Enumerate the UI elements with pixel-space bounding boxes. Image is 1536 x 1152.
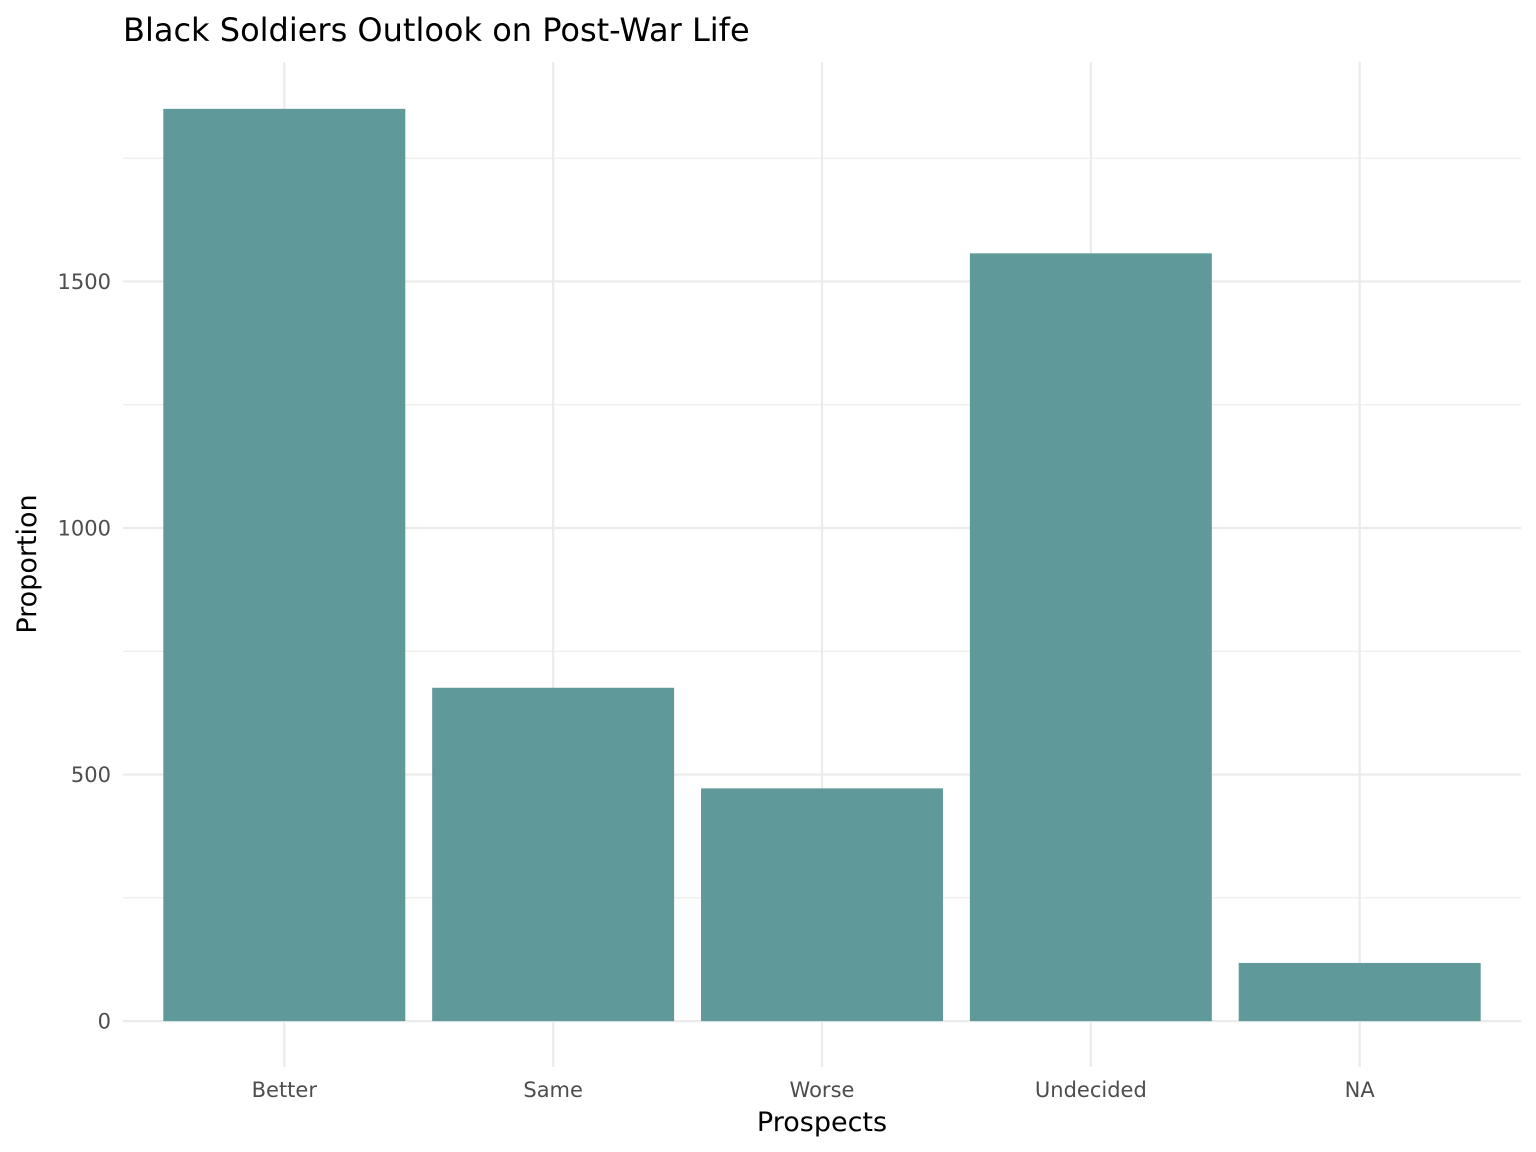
x-tick-label: Better — [252, 1078, 318, 1102]
chart-title: Black Soldiers Outlook on Post-War Life — [123, 11, 750, 49]
bar-same — [432, 687, 675, 1022]
y-axis-ticks: 0 500 1000 1500 — [58, 270, 111, 1034]
y-tick-label: 1500 — [58, 270, 111, 294]
bar-worse — [701, 788, 943, 1022]
x-tick-label: Same — [523, 1078, 583, 1102]
bar-undecided — [969, 253, 1212, 1022]
x-tick-label: Undecided — [1035, 1078, 1147, 1102]
x-tick-label: NA — [1345, 1078, 1376, 1102]
x-axis-title: Prospects — [757, 1107, 887, 1138]
x-tick-label: Worse — [790, 1078, 855, 1102]
x-axis-ticks: Better Same Worse Undecided NA — [252, 1078, 1376, 1102]
y-axis-title: Proportion — [12, 494, 43, 633]
y-tick-label: 0 — [98, 1010, 111, 1034]
y-tick-label: 1000 — [58, 517, 111, 541]
bar-better — [163, 108, 406, 1022]
bar-na — [1238, 962, 1481, 1022]
y-tick-label: 500 — [71, 763, 111, 787]
bars — [163, 108, 1481, 1022]
